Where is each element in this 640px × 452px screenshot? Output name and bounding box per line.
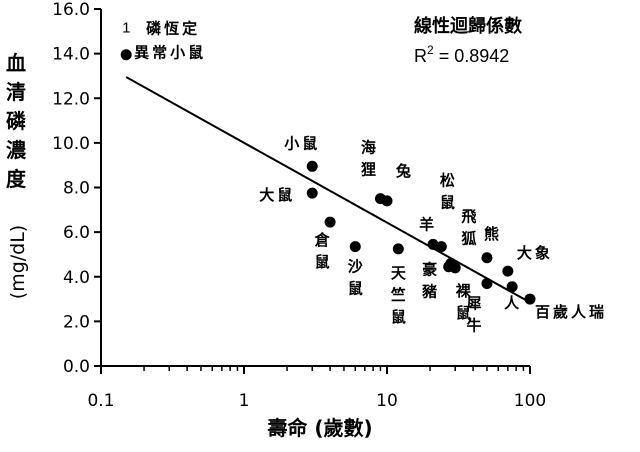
data-point [349, 241, 361, 253]
points-layer [120, 49, 536, 305]
data-point [502, 265, 514, 277]
regression-line [125, 76, 531, 304]
point-label: 天竺鼠 [391, 264, 407, 326]
y-tick-label: 14.0 [52, 45, 90, 65]
data-point [506, 281, 518, 293]
y-tick-label: 0.0 [63, 357, 90, 377]
data-point [120, 49, 132, 61]
y-tick-label: 6.0 [63, 223, 90, 243]
x-tick-label: 10 [376, 391, 398, 411]
x-tick-label: 100 [514, 391, 546, 411]
y-tick-label: 12.0 [52, 89, 90, 109]
y-axis-title-cjk: 血清磷濃度 [6, 51, 27, 191]
x-tick-label: 0.1 [87, 391, 114, 411]
regression-title: 線性迴歸係數 [414, 15, 522, 37]
y-tick-label: 4.0 [63, 268, 90, 288]
x-ticks-layer: 0.1 1 10 100 [87, 366, 546, 411]
data-point [445, 257, 457, 269]
point-label: 百歲人瑞 [535, 303, 607, 321]
x-tick-label: 1 [239, 391, 250, 411]
point-label: 犀牛 [465, 294, 481, 334]
y-tick-label: 2.0 [63, 312, 90, 332]
data-point [324, 216, 336, 228]
x-axis-title: 壽命 (歲數) [267, 416, 372, 440]
point-label: 豪豬 [421, 261, 437, 301]
data-point [481, 277, 493, 289]
y-tick-label: 16.0 [52, 0, 90, 20]
r-squared-text: R2 = 0.8942 [414, 43, 509, 66]
point-labels-layer: 1 磷恆定異常小鼠小鼠大鼠倉鼠 沙鼠 海狸兔天竺鼠 羊松鼠豪豬 裸鼠 飛狐 熊犀牛 大象人百歲人… [122, 20, 607, 335]
data-point [381, 195, 393, 207]
point-label: 兔 [395, 162, 414, 180]
data-point [524, 293, 536, 305]
y-ticks-layer: 0.0 2.0 4.0 6.0 8.0 10.0 12.0 14.0 16.0 [52, 0, 101, 377]
point-label: 大象 [517, 244, 553, 262]
point-marker-label: 1 [122, 20, 130, 37]
data-point [435, 241, 447, 253]
point-label: 飛狐 [460, 207, 476, 247]
data-point [306, 160, 318, 172]
point-label: 倉鼠 [314, 231, 331, 271]
y-axis-title-unit: (mg/dL) [7, 225, 29, 299]
point-label: 沙鼠 [348, 258, 363, 298]
data-point [392, 243, 404, 255]
y-tick-label: 10.0 [52, 134, 90, 154]
point-label: 人 [504, 294, 522, 312]
point-label: 磷恆定異常小鼠 [134, 20, 206, 62]
r2-superscript: 2 [427, 43, 434, 57]
point-label: 大鼠 [259, 186, 295, 204]
point-label: 熊 [484, 225, 502, 243]
point-label: 松鼠 [440, 172, 455, 212]
y-tick-label: 8.0 [63, 179, 90, 199]
point-label: 小鼠 [284, 134, 320, 152]
data-point [427, 238, 439, 250]
regression-line-layer [125, 76, 531, 304]
point-label: 海狸 [361, 139, 376, 179]
point-label: 羊 [419, 215, 437, 233]
r2-base: R [414, 46, 427, 66]
y-axis-title: 血清磷濃度 (mg/dL) [6, 51, 29, 299]
regression-annotation: 線性迴歸係數 R2 = 0.8942 [414, 15, 522, 66]
data-point [481, 252, 493, 264]
data-point [306, 187, 318, 199]
point-label: 裸鼠 [456, 282, 472, 322]
r2-value: = 0.8942 [434, 46, 510, 66]
